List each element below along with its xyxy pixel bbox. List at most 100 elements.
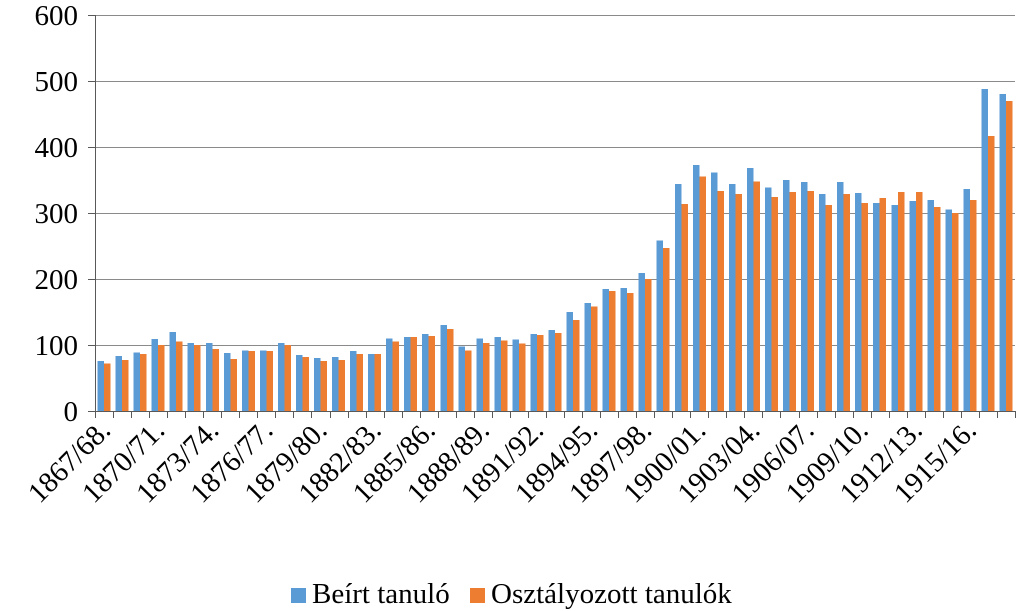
bar-enrolled-students bbox=[584, 302, 592, 411]
y-tick-label: 400 bbox=[35, 132, 79, 164]
bar-graded-students bbox=[645, 279, 652, 411]
bar-graded-students bbox=[915, 191, 923, 411]
bar-graded-students bbox=[951, 213, 959, 411]
bar-enrolled-students bbox=[458, 346, 465, 411]
y-tick-label: 300 bbox=[35, 198, 79, 230]
bar-enrolled-students bbox=[710, 172, 718, 411]
bar-graded-students bbox=[518, 343, 526, 411]
bar-graded-students bbox=[212, 348, 219, 411]
bar-enrolled-students bbox=[891, 205, 898, 411]
y-tick-label: 600 bbox=[35, 0, 79, 32]
bar-enrolled-students bbox=[819, 193, 826, 411]
bar-graded-students bbox=[609, 290, 616, 411]
bar-graded-students bbox=[320, 360, 327, 411]
bar-graded-students bbox=[194, 345, 201, 411]
bar-graded-students bbox=[410, 337, 418, 411]
bar-enrolled-students bbox=[223, 352, 231, 411]
bar-enrolled-students bbox=[277, 343, 285, 411]
bar-enrolled-students bbox=[620, 288, 628, 411]
bar-enrolled-students bbox=[169, 331, 177, 411]
bar-enrolled-students bbox=[241, 350, 249, 411]
legend-label-graded-students: Osztályozott tanulók bbox=[491, 578, 732, 610]
bar-graded-students bbox=[789, 191, 797, 411]
bar-enrolled-students bbox=[999, 94, 1006, 411]
legend-item-enrolled-students: Beírt tanuló bbox=[291, 578, 450, 610]
bar-enrolled-students bbox=[512, 339, 519, 411]
bar-enrolled-students bbox=[205, 343, 213, 411]
bar-graded-students bbox=[825, 205, 833, 411]
bar-graded-students bbox=[176, 341, 183, 411]
bar-enrolled-students bbox=[295, 354, 303, 411]
bar-graded-students bbox=[500, 340, 508, 411]
bar-enrolled-students bbox=[368, 354, 375, 411]
bar-enrolled-students bbox=[945, 209, 952, 411]
bar-enrolled-students bbox=[530, 333, 537, 411]
bar-graded-students bbox=[987, 135, 995, 411]
bar-enrolled-students bbox=[440, 325, 447, 411]
bar-graded-students bbox=[536, 335, 544, 411]
bar-enrolled-students bbox=[476, 338, 483, 411]
bar-graded-students bbox=[248, 350, 255, 411]
bar-graded-students bbox=[879, 197, 887, 411]
bar-graded-students bbox=[591, 306, 598, 411]
bar-enrolled-students bbox=[764, 187, 772, 411]
y-tick-label: 0 bbox=[64, 396, 79, 428]
bar-enrolled-students bbox=[259, 350, 267, 411]
bar-graded-students bbox=[843, 193, 851, 411]
bar-graded-students bbox=[969, 199, 977, 411]
bar-graded-students bbox=[627, 292, 634, 411]
bars bbox=[97, 88, 1013, 412]
bar-graded-students bbox=[266, 350, 273, 411]
legend-item-graded-students: Osztályozott tanulók bbox=[470, 578, 732, 610]
legend: Beírt tanuló Osztályozott tanulók bbox=[291, 578, 732, 610]
bar-graded-students bbox=[861, 203, 869, 411]
bar-enrolled-students bbox=[981, 88, 988, 412]
y-tick-label: 200 bbox=[35, 264, 79, 296]
bar-enrolled-students bbox=[187, 343, 195, 411]
bar-graded-students bbox=[573, 319, 580, 411]
legend-label-enrolled-students: Beírt tanuló bbox=[312, 578, 450, 610]
bar-enrolled-students bbox=[728, 183, 736, 411]
bar-graded-students bbox=[374, 354, 382, 411]
bar-graded-students bbox=[356, 354, 364, 411]
bar-graded-students bbox=[897, 191, 905, 411]
bar-graded-students bbox=[158, 345, 165, 411]
bar-graded-students bbox=[555, 333, 562, 411]
bar-graded-students bbox=[302, 356, 309, 411]
bar-graded-students bbox=[735, 193, 742, 411]
bar-enrolled-students bbox=[332, 356, 339, 411]
bar-graded-students bbox=[284, 345, 291, 411]
bar-enrolled-students bbox=[133, 352, 141, 411]
bar-graded-students bbox=[753, 181, 760, 411]
bar-graded-students bbox=[104, 363, 111, 411]
y-tick-label: 100 bbox=[35, 330, 79, 362]
bar-graded-students bbox=[446, 329, 454, 411]
y-axis-labels: 0 100 200 300 400 500 600 bbox=[35, 0, 79, 428]
bar-graded-students bbox=[1005, 100, 1013, 412]
bar-graded-students bbox=[464, 350, 472, 411]
bar-enrolled-students bbox=[963, 189, 970, 411]
bar-graded-students bbox=[230, 358, 237, 411]
bar-enrolled-students bbox=[855, 193, 862, 411]
bar-enrolled-students bbox=[151, 339, 159, 411]
bar-graded-students bbox=[140, 354, 147, 411]
bar-enrolled-students bbox=[566, 312, 574, 411]
legend-swatch-graded-students bbox=[470, 588, 485, 603]
bar-enrolled-students bbox=[746, 168, 754, 411]
bar-graded-students bbox=[681, 203, 688, 411]
bar-graded-students bbox=[338, 360, 346, 411]
legend-swatch-enrolled-students bbox=[291, 588, 306, 603]
bar-graded-students bbox=[392, 341, 400, 411]
bar-enrolled-students bbox=[909, 201, 916, 411]
bar-enrolled-students bbox=[494, 337, 501, 411]
bar-graded-students bbox=[699, 176, 706, 411]
bar-enrolled-students bbox=[692, 164, 700, 411]
bar-graded-students bbox=[428, 335, 436, 411]
bar-enrolled-students bbox=[801, 181, 808, 411]
bar-enrolled-students bbox=[404, 337, 411, 411]
bar-enrolled-students bbox=[873, 203, 880, 411]
bar-enrolled-students bbox=[350, 350, 357, 411]
bar-enrolled-students bbox=[115, 356, 123, 411]
bar-graded-students bbox=[933, 207, 941, 411]
y-tick-label: 500 bbox=[35, 66, 79, 98]
